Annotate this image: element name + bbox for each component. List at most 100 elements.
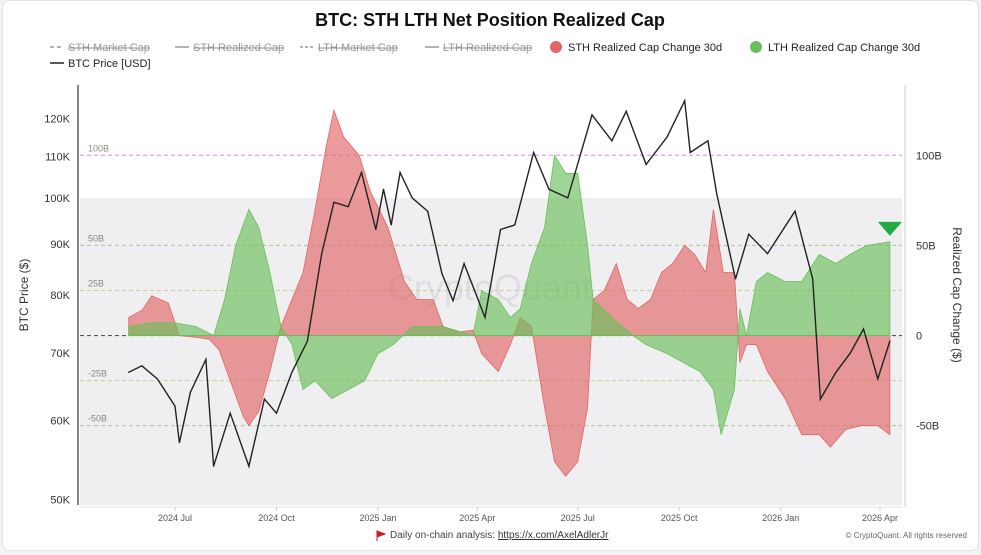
reference-label: 50B <box>88 233 104 243</box>
price-point <box>877 378 879 380</box>
legend-label: STH Realized Cap <box>193 42 284 54</box>
price-point <box>427 210 429 212</box>
price-point <box>794 210 796 212</box>
price-point <box>514 224 516 226</box>
y-left-title: BTC Price ($) <box>17 259 31 332</box>
y-left-tick-label: 110K <box>45 151 71 163</box>
legend-dot-icon <box>550 41 562 53</box>
copyright: © CryptoQuant. All rights reserved <box>846 531 968 540</box>
triangle-down-marker-icon <box>877 221 902 236</box>
price-point <box>229 412 231 414</box>
y-right-title: Realized Cap Change ($) <box>950 227 964 362</box>
price-point <box>684 100 686 102</box>
chart-title: BTC: STH LTH Net Position Realized Cap <box>315 10 665 30</box>
price-point <box>625 110 627 112</box>
legend-label: LTH Realized Cap <box>443 42 532 54</box>
y-right-tick-label: -50B <box>916 421 939 433</box>
price-point <box>591 114 593 116</box>
reference-label: 100B <box>88 143 109 153</box>
footer: Daily on-chain analysis: https://x.com/A… <box>376 530 968 541</box>
x-tick-label: 2025 Apr <box>459 513 495 523</box>
svg-text:Daily on-chain analysis: https: Daily on-chain analysis: https://x.com/A… <box>390 530 609 541</box>
price-point <box>291 371 293 373</box>
price-point <box>849 352 851 354</box>
x-tick-label: 2025 Oct <box>661 513 698 523</box>
legend-label: STH Market Cap <box>68 42 150 54</box>
price-point <box>499 228 502 231</box>
legend-item[interactable]: BTC Price [USD] <box>50 58 151 70</box>
legend-dot-icon <box>750 41 762 53</box>
footer-text: Daily on-chain analysis: <box>390 530 498 541</box>
price-point <box>707 140 709 142</box>
x-tick-label: 2025 Jan <box>359 513 396 523</box>
legend-item[interactable]: LTH Realized Cap <box>425 42 532 54</box>
y-left-tick-label: 50K <box>50 495 70 507</box>
price-point <box>734 278 737 280</box>
price-point <box>347 206 349 208</box>
legend-item[interactable]: LTH Realized Cap Change 30d <box>750 41 920 54</box>
y-right-tick-label: 0 <box>916 331 922 343</box>
y-left-tick-label: 120K <box>44 114 70 126</box>
price-point <box>819 398 822 400</box>
price-point <box>689 151 691 154</box>
price-point <box>452 299 454 302</box>
price-point <box>862 328 865 330</box>
y-left-tick-label: 60K <box>50 415 70 427</box>
price-point <box>306 340 308 342</box>
price-point <box>321 252 323 255</box>
price-point <box>812 278 814 280</box>
price-point <box>141 365 143 367</box>
x-tick-label: 2024 Oct <box>258 513 295 523</box>
y-left-tick-label: 80K <box>50 290 70 302</box>
price-point <box>567 197 569 199</box>
price-point <box>411 197 413 199</box>
area-lth-realized-cap-change-30d <box>128 154 891 435</box>
x-tick-label: 2024 Jul <box>158 513 192 523</box>
reference-label: 25B <box>88 278 104 288</box>
price-point <box>716 192 718 195</box>
price-point <box>399 171 401 174</box>
price-point <box>156 378 158 380</box>
flag-icon <box>376 530 387 541</box>
price-point <box>178 442 181 444</box>
footer-link[interactable]: https://x.com/AxelAdlerJr <box>498 530 609 541</box>
price-point <box>382 188 385 190</box>
price-point <box>248 465 250 467</box>
price-point <box>205 358 207 361</box>
price-point <box>484 316 486 319</box>
areas <box>128 108 902 477</box>
price-point <box>375 228 377 231</box>
price-point <box>128 371 130 373</box>
x-tick-label: 2026 Jan <box>762 513 799 523</box>
legend-item[interactable]: STH Market Cap <box>50 42 150 54</box>
price-point <box>463 262 465 265</box>
y-left-tick-label: 90K <box>50 239 70 251</box>
price-line-group <box>128 98 891 469</box>
reference-label: -50B <box>88 414 107 424</box>
price-point <box>174 405 176 407</box>
price-point <box>548 188 550 190</box>
price-point <box>390 224 392 226</box>
legend: STH Market Cap STH Realized Cap LTH Market… <box>50 41 920 70</box>
price-point <box>189 391 192 393</box>
legend-label: BTC Price [USD] <box>68 58 151 70</box>
reference-label: -25B <box>88 369 107 379</box>
y-right-tick-label: 100B <box>916 150 942 162</box>
y-left-tick-label: 100K <box>44 193 70 205</box>
price-point <box>333 201 335 203</box>
legend-item[interactable]: STH Realized Cap Change 30d <box>550 41 722 54</box>
legend-label: LTH Realized Cap Change 30d <box>768 42 920 54</box>
legend-item[interactable]: STH Realized Cap <box>175 42 284 54</box>
price-point <box>263 398 265 400</box>
price-point <box>645 163 647 165</box>
legend-label: LTH Market Cap <box>318 42 398 54</box>
price-point <box>275 412 278 414</box>
legend-item[interactable]: LTH Market Cap <box>300 42 398 54</box>
price-point <box>360 171 363 174</box>
legend-label: STH Realized Cap Change 30d <box>568 42 722 54</box>
x-tick-label: 2025 Jul <box>561 513 595 523</box>
x-tick-label: 2026 Apr <box>862 513 898 523</box>
price-point <box>835 371 837 373</box>
axes: 50K 60K 70K 80K 90K 100K 110K 120K 100B 50B 0 -50B 2… <box>44 85 942 523</box>
